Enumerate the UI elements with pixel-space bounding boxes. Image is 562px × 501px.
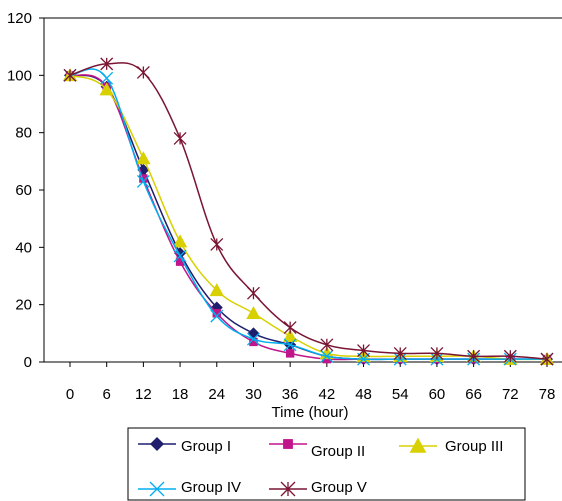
legend-item-4: Group IV: [138, 479, 241, 497]
data-point: [357, 344, 370, 357]
x-tick-label: 54: [392, 386, 409, 403]
legend-item-2: Group II: [269, 439, 365, 460]
x-tick-label: 36: [282, 386, 299, 403]
data-point: [173, 249, 187, 263]
data-point: [150, 437, 164, 451]
data-point: [247, 332, 260, 346]
data-point: [210, 238, 224, 251]
data-point: [100, 71, 114, 85]
x-tick-label: 30: [245, 386, 262, 403]
data-point: [285, 349, 295, 358]
series-line: [69, 62, 548, 360]
y-tick-label: 40: [15, 239, 32, 256]
series-3: [62, 68, 555, 365]
plot-area: [43, 17, 562, 363]
data-point: [393, 346, 407, 360]
series-4: [63, 68, 554, 366]
data-point: [100, 57, 114, 71]
legend-label: Group V: [311, 479, 367, 496]
legend-item-3: Group III: [399, 437, 503, 455]
data-point: [136, 174, 150, 188]
data-point: [136, 151, 151, 165]
y-tick-label: 20: [15, 297, 32, 314]
x-tick-label: 18: [172, 386, 189, 403]
data-point: [175, 257, 185, 266]
x-tick-label: 6: [103, 386, 111, 403]
data-point: [282, 329, 298, 342]
y-tick-label: 60: [15, 182, 32, 199]
data-point: [503, 349, 517, 363]
legend-label: Group III: [445, 438, 503, 455]
legend-label: Group I: [181, 438, 231, 455]
data-point: [467, 349, 481, 363]
legend-items: Group I Group II Group III Group IV Group V: [138, 437, 503, 497]
y-axis-ticks: 0 20 40 60 80 100 120: [7, 10, 44, 371]
legend: Group I Group II Group III Group IV Group V: [127, 427, 526, 501]
x-tick-label: 78: [539, 386, 556, 403]
x-tick-label: 0: [66, 386, 74, 403]
series-line: [69, 68, 547, 361]
data-point: [249, 337, 258, 347]
series-line: [69, 74, 548, 361]
series-5: [63, 57, 554, 366]
y-tick-label: 80: [15, 125, 32, 142]
data-point: [139, 174, 148, 183]
data-point: [320, 349, 334, 363]
x-tick-label: 66: [465, 386, 482, 403]
x-tick-label: 48: [355, 386, 372, 403]
data-point: [283, 338, 297, 352]
data-point: [172, 234, 188, 248]
data-point: [63, 68, 77, 82]
y-tick-label: 120: [7, 10, 32, 27]
data-point: [212, 309, 221, 318]
legend-box: [127, 427, 526, 501]
legend-label: Group IV: [181, 479, 241, 496]
legend-item-5: Group V: [269, 479, 367, 497]
data-point: [283, 439, 293, 449]
x-tick-label: 60: [429, 386, 446, 403]
data-point: [540, 352, 554, 366]
data-point: [209, 283, 224, 297]
y-tick-label: 100: [7, 67, 32, 84]
x-axis-label: Time (hour): [272, 404, 349, 421]
legend-label: Group II: [311, 443, 365, 460]
data-point: [173, 131, 187, 145]
data-point: [280, 481, 296, 497]
data-point: [246, 306, 261, 320]
series-layer: [62, 57, 555, 366]
x-tick-label: 42: [319, 386, 336, 403]
x-tick-label: 12: [135, 386, 152, 403]
data-point: [99, 82, 114, 96]
data-point: [409, 437, 427, 453]
data-point: [136, 66, 150, 79]
series-line: [69, 74, 547, 361]
series-1: [64, 69, 553, 366]
data-point: [320, 338, 334, 352]
series-2: [65, 71, 552, 364]
y-tick-label: 0: [24, 354, 32, 371]
data-point: [149, 481, 165, 497]
x-axis-ticks: 0 6 12 18 24 30 36 42 48 54 60 66 72 78: [66, 362, 556, 403]
data-point: [247, 286, 260, 300]
data-point: [210, 309, 224, 323]
series-line: [69, 74, 547, 361]
data-point: [430, 346, 444, 360]
x-tick-label: 24: [208, 386, 225, 403]
x-tick-label: 72: [502, 386, 519, 403]
data-point: [283, 321, 297, 335]
legend-item-1: Group I: [138, 437, 231, 455]
